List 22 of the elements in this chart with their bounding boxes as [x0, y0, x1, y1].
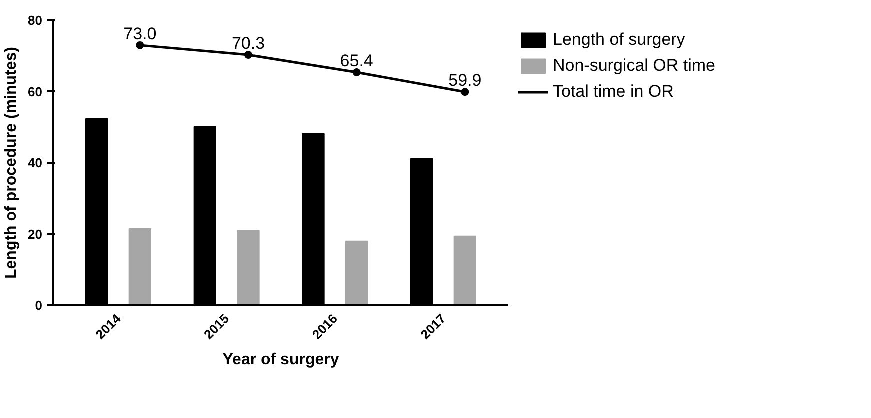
legend-label: Length of surgery [553, 30, 686, 50]
data-label: 59.9 [448, 71, 482, 90]
x-axis-title: Year of surgery [222, 351, 340, 368]
point [244, 51, 252, 60]
bar [237, 230, 260, 306]
data-label: 70.3 [232, 34, 266, 54]
y-axis-title: Length of procedure (minutes) [3, 47, 20, 279]
y-tick-label: 80 [28, 13, 43, 28]
y-tick-label: 20 [28, 226, 43, 242]
data-label: 65.4 [340, 52, 374, 71]
y-tick-label: 0 [35, 298, 43, 313]
point [461, 88, 470, 96]
bar [128, 228, 152, 306]
y-tick-label: 60 [28, 84, 43, 100]
data-label: 73.0 [124, 24, 157, 44]
legend-label: Total time in OR [553, 82, 674, 102]
legend-label: Non-surgical OR time [553, 56, 716, 76]
y-tick-label: 40 [28, 156, 43, 170]
point [136, 41, 144, 50]
bar [346, 240, 368, 306]
point [352, 68, 361, 77]
bar [454, 236, 476, 306]
